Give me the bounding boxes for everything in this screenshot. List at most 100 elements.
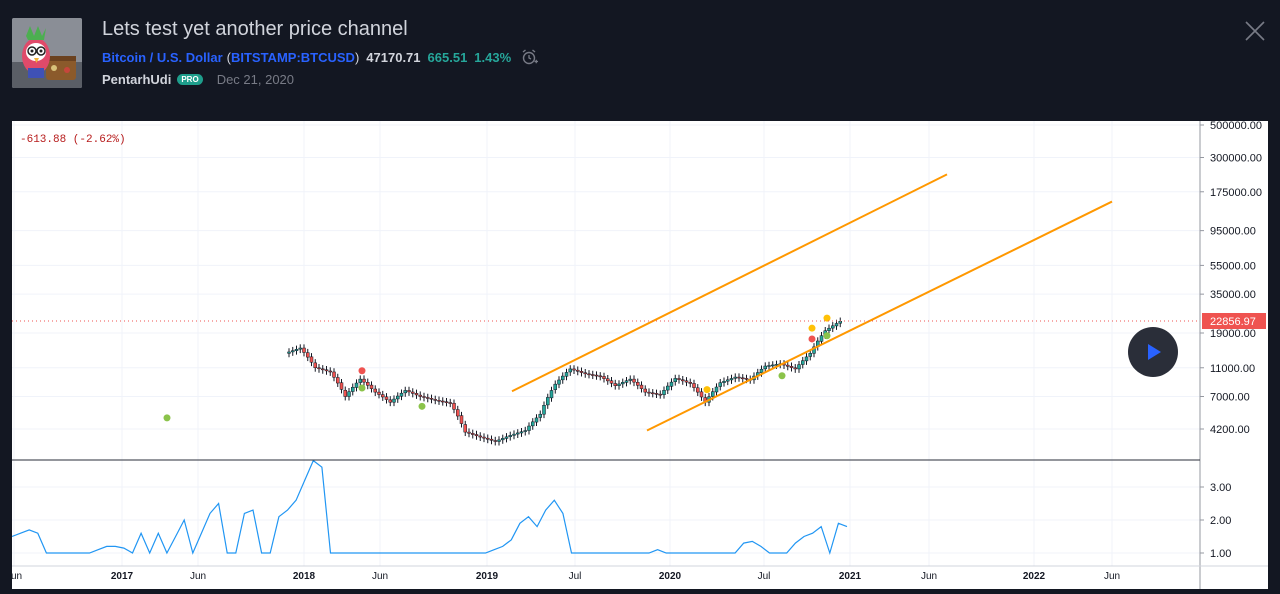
time-axis-label: Jun	[1104, 571, 1120, 582]
candle-body	[354, 382, 359, 388]
last-price: 47170.71	[366, 49, 421, 65]
time-axis-label: 2022	[1023, 571, 1046, 582]
time-axis-label: Jul	[569, 571, 582, 582]
axes	[12, 121, 1268, 589]
candle-body	[478, 435, 482, 438]
play-icon	[1148, 344, 1161, 360]
candle-body	[531, 421, 535, 427]
candle-body	[583, 372, 587, 375]
candle-body	[722, 380, 726, 383]
candle-body	[516, 432, 520, 435]
candle-body	[306, 352, 310, 358]
candle-body	[688, 382, 692, 384]
candle-body	[489, 438, 494, 441]
candle-body	[786, 364, 790, 367]
signal-dot	[358, 384, 366, 392]
candle-body	[759, 368, 764, 374]
time-axis-label: Jul	[758, 571, 771, 582]
candle-body	[347, 391, 351, 397]
candle-body	[366, 382, 370, 386]
candle-body	[819, 335, 824, 342]
candle-body	[729, 378, 734, 381]
candle-body	[684, 380, 689, 383]
candle-body	[658, 393, 662, 396]
candle-body	[452, 402, 456, 410]
last-price-tag	[1202, 313, 1266, 329]
candle-body	[587, 373, 591, 376]
channel-line-lower	[646, 200, 1113, 432]
close-icon[interactable]	[1244, 20, 1266, 42]
time-axis-label: Jun	[921, 571, 937, 582]
signal-dot	[823, 314, 831, 322]
candle-body	[624, 380, 629, 383]
symbol-line: Bitcoin / U.S. Dollar ( BITSTAMP:BTCUSD …	[102, 48, 539, 66]
indicator-axis-label: 3.00	[1210, 482, 1231, 494]
candle-body	[549, 390, 554, 399]
signal-dot	[823, 332, 831, 340]
chart-panel[interactable]: 500000.00 300000.00 175000.00 95000.00 55000…	[6, 120, 1268, 589]
signal-dots	[163, 314, 831, 422]
avatar[interactable]	[12, 18, 82, 88]
candle-body	[429, 398, 434, 400]
candle-body	[692, 383, 696, 388]
candle-body	[572, 368, 576, 371]
candle-body	[579, 371, 584, 373]
indicator-series-line	[11, 459, 848, 556]
paren-open: (	[226, 49, 231, 65]
candle-body	[789, 366, 794, 368]
candle-body	[763, 365, 767, 370]
candle-body	[534, 417, 539, 423]
candle-body	[426, 397, 430, 399]
candle-body	[456, 409, 460, 417]
alarm-clock-plus-icon[interactable]	[521, 48, 539, 66]
candle-body	[636, 382, 640, 386]
candle-body	[463, 424, 467, 433]
price-chart[interactable]: 500000.00 300000.00 175000.00 95000.00 55000…	[6, 120, 1268, 589]
candle-body	[396, 395, 400, 400]
candle-body	[504, 436, 509, 439]
price-axis-label: 7000.00	[1210, 392, 1250, 404]
candle-body	[388, 399, 392, 403]
time-axis-label: Jun	[372, 571, 388, 582]
price-change: 665.51	[427, 49, 468, 65]
candle-body	[313, 362, 317, 369]
candle-body	[324, 369, 329, 372]
candle-body	[606, 378, 610, 382]
candle-body	[392, 398, 396, 403]
candle-body	[358, 378, 362, 383]
candle-body	[523, 430, 527, 432]
candle-body	[328, 370, 332, 373]
candle-body	[576, 369, 580, 372]
time-axis-label: Jun	[12, 571, 22, 582]
play-button[interactable]	[1128, 327, 1178, 377]
candle-body	[718, 382, 722, 387]
candle-body	[771, 364, 775, 367]
author-name[interactable]: PentarhUdi	[102, 72, 172, 87]
candle-body	[639, 384, 644, 389]
candle-body	[699, 391, 704, 398]
candle-body	[591, 374, 595, 376]
candle-body	[474, 434, 479, 437]
candle-body	[373, 388, 377, 393]
price-axis-label: 175000.00	[1210, 187, 1262, 199]
grid	[12, 121, 1200, 566]
publish-date: Dec 21, 2020	[216, 72, 295, 87]
candle-body	[767, 365, 771, 367]
candle-body	[407, 390, 411, 393]
candle-body	[598, 375, 602, 378]
candle-body	[471, 433, 475, 435]
candle-body	[774, 364, 779, 366]
candle-body	[369, 384, 374, 389]
candle-body	[617, 383, 621, 386]
idea-header: Lets test yet another price channel Bitc…	[0, 0, 1280, 112]
candle-body	[411, 391, 415, 394]
symbol-ticker-link[interactable]: BITSTAMP:BTCUSD	[230, 49, 355, 65]
price-axis-label: 300000.00	[1210, 152, 1262, 164]
candle-body	[519, 431, 524, 434]
candle-body	[546, 397, 550, 406]
change-label: -613.88 (-2.62%)	[20, 134, 126, 146]
candle-body	[321, 368, 325, 371]
symbol-name-link[interactable]: Bitcoin / U.S. Dollar	[102, 49, 223, 65]
candle-body	[332, 371, 336, 378]
signal-dot	[808, 324, 816, 332]
